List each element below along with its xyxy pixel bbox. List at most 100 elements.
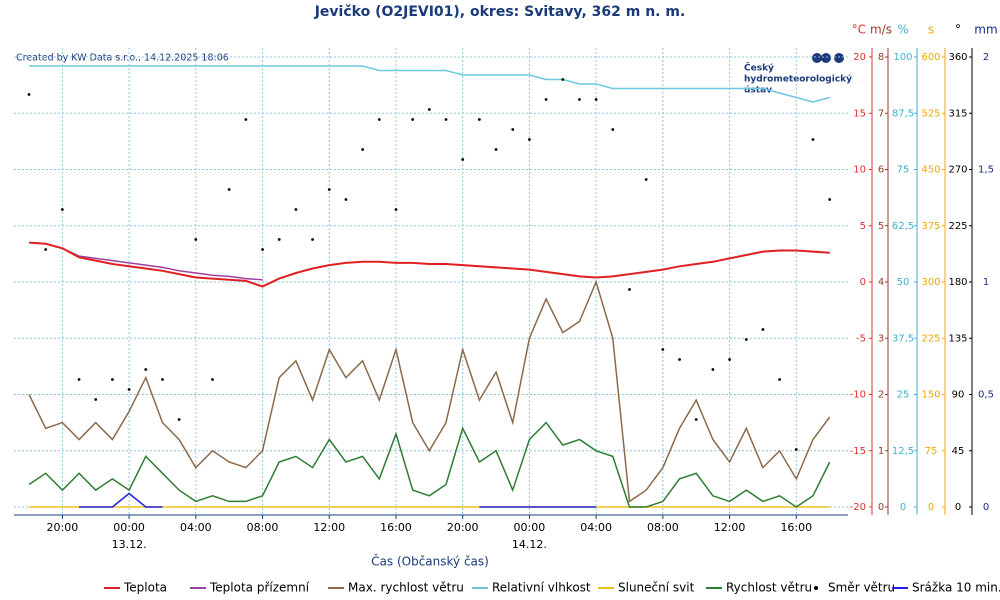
wind-direction-dot xyxy=(227,188,231,191)
y-tick-label: 75 xyxy=(925,446,938,457)
wind-direction-dot xyxy=(678,358,681,361)
y-tick-label: -15 xyxy=(850,446,866,457)
wind-direction-dot xyxy=(494,148,498,151)
y-tick-label: 360 xyxy=(948,52,967,63)
credit: Created by KW Data s.r.o., 14.12.2025 18… xyxy=(16,53,229,64)
wind-direction-dot xyxy=(344,198,348,201)
y-tick-label: 10 xyxy=(853,165,866,176)
x-tick-label: 16:00 xyxy=(780,521,812,534)
series-line xyxy=(28,421,831,508)
wind-direction-dot xyxy=(361,148,365,151)
x-axis-title: Čas (Občanský čas) xyxy=(371,554,489,569)
y-tick-label: 6 xyxy=(878,165,884,176)
wind-direction-dot xyxy=(277,238,281,241)
wind-direction-dot xyxy=(411,118,415,121)
wind-direction-dot xyxy=(644,178,648,181)
y-tick-label: 150 xyxy=(921,390,940,401)
legend-label: Směr větru xyxy=(828,581,895,595)
y-axis-unit: m/s xyxy=(870,23,892,37)
y-tick-label: 5 xyxy=(860,221,866,232)
x-tick-label: 20:00 xyxy=(47,521,79,534)
y-tick-label: 0 xyxy=(860,277,866,288)
x-tick-label: 08:00 xyxy=(647,521,679,534)
wind-direction-dot xyxy=(211,378,214,381)
wind-direction-dot xyxy=(477,118,481,121)
wind-direction-dot xyxy=(311,238,314,241)
y-tick-label: 25 xyxy=(897,390,910,401)
y-tick-label: 525 xyxy=(921,108,940,119)
series-line xyxy=(28,241,830,288)
y-tick-label: 225 xyxy=(948,221,967,232)
x-tick-label: 12:00 xyxy=(714,521,746,534)
y-tick-label: 450 xyxy=(921,165,940,176)
wind-direction-dot xyxy=(778,378,782,381)
y-tick-label: 1 xyxy=(878,446,884,457)
x-tick-label: 08:00 xyxy=(247,521,279,534)
y-axis-unit: mm xyxy=(974,23,997,37)
x-tick-label: 04:00 xyxy=(580,521,612,534)
y-tick-label: 1,5 xyxy=(978,165,994,176)
x-tick-label: 04:00 xyxy=(180,521,212,534)
y-tick-label: 4 xyxy=(878,277,884,288)
wind-direction-dot xyxy=(711,368,715,371)
wind-direction-dot xyxy=(161,378,164,381)
wind-direction-dot xyxy=(728,358,731,361)
y-tick-label: 8 xyxy=(878,52,884,63)
y-axis-unit: % xyxy=(897,23,908,37)
legend-label: Teplota xyxy=(123,581,167,595)
y-tick-label: 0 xyxy=(878,502,884,513)
logo-text: hydrometeorologický xyxy=(744,75,852,85)
x-date-label: 14.12. xyxy=(512,538,547,551)
wind-direction-dot xyxy=(628,288,631,291)
y-tick-label: 12,5 xyxy=(892,446,914,457)
y-tick-label: 375 xyxy=(921,221,940,232)
wind-direction-dot xyxy=(177,418,181,421)
y-tick-label: 100 xyxy=(893,52,912,63)
wind-direction-dot xyxy=(594,98,598,101)
wind-direction-dot xyxy=(794,448,798,451)
y-tick-label: 300 xyxy=(921,277,940,288)
chart-title: Jevičko (O2JEVI01), okres: Svitavy, 362 … xyxy=(314,4,686,20)
logo-shape xyxy=(834,53,844,63)
wind-direction-dot xyxy=(144,368,148,371)
y-tick-label: 20 xyxy=(853,52,866,63)
y-tick-label: 7 xyxy=(878,108,884,119)
wind-direction-dot xyxy=(744,338,748,341)
logo-text: Český xyxy=(744,62,774,74)
y-tick-label: 270 xyxy=(948,165,967,176)
y-tick-label: 180 xyxy=(948,277,967,288)
x-tick-label: 00:00 xyxy=(514,521,546,534)
y-tick-label: 50 xyxy=(897,277,910,288)
y-axis-unit: s xyxy=(928,23,934,37)
wind-direction-dot xyxy=(561,78,565,81)
y-axis-unit: °C xyxy=(852,23,866,37)
legend-label: Relativní vlhkost xyxy=(492,581,591,595)
y-tick-label: 600 xyxy=(921,52,940,63)
wind-direction-dot xyxy=(194,238,198,241)
wind-direction-dot xyxy=(27,93,31,96)
y-tick-label: 0,5 xyxy=(978,390,994,401)
y-tick-label: 225 xyxy=(921,333,940,344)
x-tick-label: 12:00 xyxy=(313,521,345,534)
wind-direction-dot xyxy=(94,398,98,401)
wind-direction-dot xyxy=(544,98,548,101)
y-tick-label: 37,5 xyxy=(892,333,914,344)
wind-direction-dot xyxy=(511,128,515,131)
y-tick-label: -10 xyxy=(850,390,866,401)
y-tick-label: -5 xyxy=(856,333,866,344)
series-line xyxy=(79,492,597,508)
y-tick-label: 0 xyxy=(928,502,934,513)
wind-direction-dot xyxy=(60,208,64,211)
x-tick-label: 00:00 xyxy=(113,521,145,534)
wind-direction-dot xyxy=(461,158,465,161)
y-axis-unit: ° xyxy=(955,23,961,37)
y-tick-label: 87,5 xyxy=(892,108,914,119)
wind-direction-dot xyxy=(111,378,114,381)
y-tick-label: 0 xyxy=(900,502,906,513)
wind-direction-dot xyxy=(811,138,815,141)
wind-direction-dot xyxy=(44,248,48,251)
legend-label: Sluneční svit xyxy=(618,581,695,595)
logo-shape xyxy=(812,53,822,63)
y-tick-label: 62,5 xyxy=(892,221,914,232)
